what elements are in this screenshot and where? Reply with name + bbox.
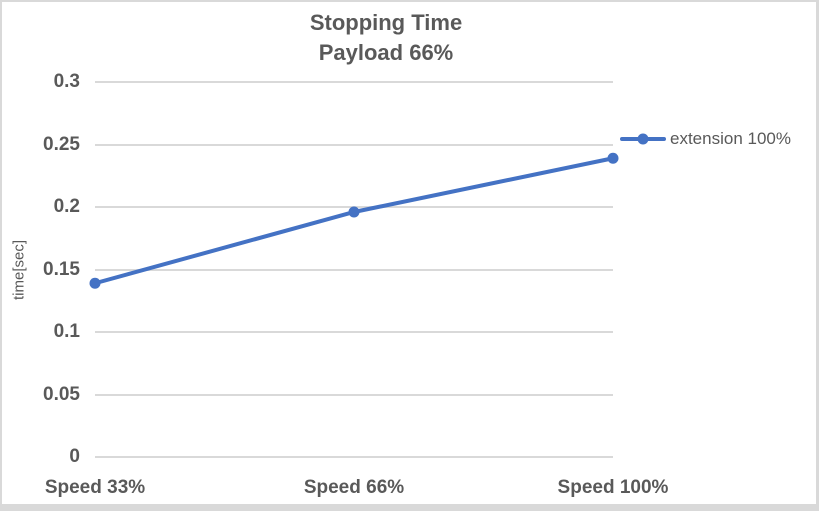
gridline [95, 456, 613, 458]
chart-title-line2: Payload 66% [318, 40, 454, 65]
data-point-marker [348, 206, 360, 218]
y-axis-title: time[sec] [10, 239, 28, 301]
y-tick-label: 0.25 [43, 133, 80, 155]
gridline [95, 268, 613, 271]
data-series-line [89, 152, 619, 289]
chart-title: Stopping Time Payload 66% [0, 8, 772, 68]
x-tick-label: Speed 100% [557, 477, 669, 498]
series-line [93, 156, 615, 286]
y-tick-label: 0.2 [53, 196, 80, 217]
legend-line-marker-icon [620, 133, 666, 145]
legend-dot-icon [637, 133, 649, 145]
y-tick-label: 0.3 [53, 71, 80, 92]
chart-title-line1: Stopping Time [309, 10, 463, 35]
legend-label: extension 100% [670, 129, 791, 148]
gridline [95, 331, 613, 333]
data-point-marker [607, 152, 619, 164]
x-tick-label: Speed 33% [44, 477, 146, 498]
y-tick-label: 0.1 [53, 321, 80, 342]
data-point-marker [89, 277, 101, 289]
x-tick-label: Speed 66% [303, 477, 405, 498]
y-tick-label: 0.05 [43, 383, 80, 405]
gridline [95, 81, 613, 83]
y-tick-label: 0 [69, 446, 80, 467]
legend: extension 100% [620, 128, 791, 150]
y-tick-label: 0.15 [43, 258, 80, 280]
gridline [95, 393, 613, 396]
gridline [95, 143, 613, 146]
